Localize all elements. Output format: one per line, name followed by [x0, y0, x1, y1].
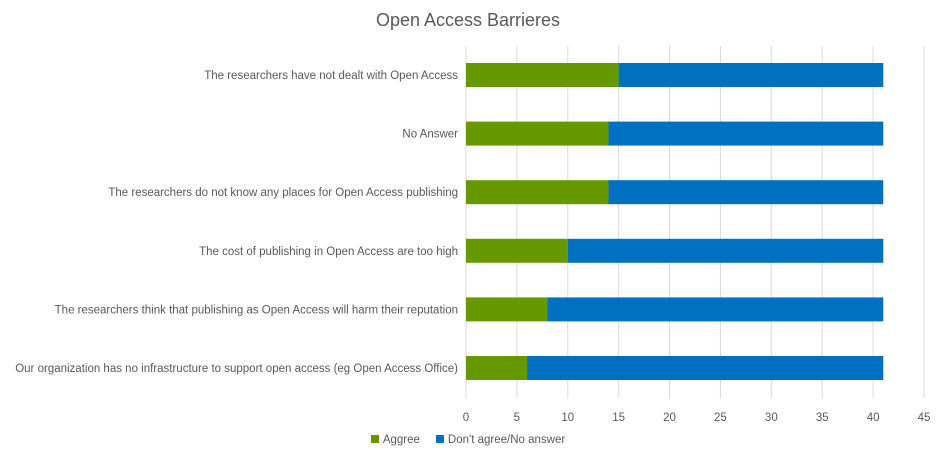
- x-tick-label: 30: [765, 412, 778, 424]
- x-tick-label: 45: [918, 412, 931, 424]
- bar-agree: [466, 63, 619, 87]
- legend: Aggree Don't agree/No answer: [0, 434, 936, 446]
- bar-agree: [466, 356, 528, 380]
- bar-dont-agree: [527, 356, 884, 380]
- category-label: The cost of publishing in Open Access ar…: [199, 246, 458, 258]
- bar-dont-agree: [547, 297, 884, 322]
- category-label: The researchers think that publishing as…: [55, 304, 458, 316]
- x-tick-label: 5: [514, 412, 520, 424]
- bar-agree: [466, 121, 609, 146]
- bar-agree: [466, 297, 548, 322]
- x-tick-label: 20: [663, 412, 676, 424]
- x-tick-label: 40: [867, 412, 880, 424]
- bar-dont-agree: [608, 180, 884, 205]
- bar-dont-agree: [567, 238, 884, 263]
- legend-swatch: [435, 435, 444, 443]
- x-tick-label: 15: [612, 412, 625, 424]
- x-tick-label: 25: [714, 412, 727, 424]
- x-tick-label: 35: [816, 412, 829, 424]
- bar-agree: [466, 238, 568, 263]
- legend-swatch: [370, 435, 379, 443]
- category-label: Our organization has no infrastructure t…: [15, 363, 458, 375]
- bar-agree: [466, 180, 609, 205]
- category-label: No Answer: [402, 129, 458, 141]
- x-tick-label: 0: [463, 412, 469, 424]
- bar-dont-agree: [608, 121, 884, 146]
- bar-dont-agree: [618, 63, 884, 87]
- legend-label: Don't agree/No answer: [447, 434, 566, 446]
- x-tick-label: 10: [561, 412, 574, 424]
- category-label: The researchers have not dealt with Open…: [204, 70, 458, 82]
- legend-item: Aggree: [370, 434, 420, 446]
- category-label: The researchers do not know any places f…: [108, 187, 458, 199]
- chart-title: Open Access Barrieres: [375, 10, 561, 30]
- legend-item: Don't agree/No answer: [435, 434, 566, 446]
- legend-label: Aggree: [382, 434, 420, 446]
